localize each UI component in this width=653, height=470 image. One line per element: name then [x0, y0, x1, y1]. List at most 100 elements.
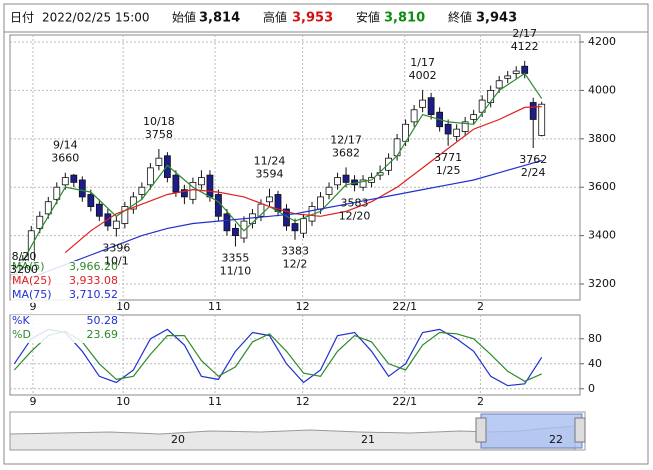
annotation-label: 3583 — [341, 196, 369, 209]
candle-body — [342, 174, 350, 183]
candle-body — [189, 181, 197, 200]
header-text: 安値 — [356, 10, 380, 25]
legend-box — [11, 261, 119, 303]
candle-body — [359, 179, 367, 188]
navigator-label: 21 — [361, 433, 375, 446]
x-tick-label: 10 — [116, 395, 130, 408]
legend-value: 3,933.08 — [69, 274, 118, 287]
x-tick-label: 22/1 — [392, 300, 417, 313]
header-text: 終値 — [448, 10, 472, 25]
navigator-selection[interactable] — [480, 413, 583, 449]
line — [13, 328, 543, 387]
header-text: 高値 — [263, 10, 287, 25]
candle-body — [512, 70, 520, 74]
x-tick-label: 11 — [208, 395, 222, 408]
candle-body — [291, 223, 299, 232]
annotation-label: 10/18 — [143, 115, 175, 128]
candle-body — [325, 186, 333, 195]
candle-body — [529, 102, 537, 120]
navigator-label: 20 — [171, 433, 185, 446]
candle-body — [223, 213, 231, 232]
legend-name: %D — [12, 328, 31, 341]
candle-body — [163, 155, 171, 178]
y-tick-label: 80 — [588, 332, 602, 345]
annotation-label: 1/17 — [410, 56, 435, 69]
candle-body — [112, 220, 120, 229]
line — [14, 159, 542, 285]
header-text: 2022/02/25 15:00 — [42, 11, 150, 25]
candle-body — [495, 80, 503, 89]
candle-body — [181, 189, 188, 198]
candle-body — [300, 218, 307, 234]
annotation-label: 10/1 — [104, 255, 129, 268]
annotation-label: 3762 — [519, 153, 547, 166]
navigator[interactable]: 20 21 22 — [9, 411, 586, 451]
y-tick-label: 0 — [588, 382, 595, 395]
header-value: 3,953 — [292, 11, 333, 26]
x-tick-label: 2 — [477, 395, 484, 408]
candle-body — [410, 109, 418, 123]
header-value: 3,814 — [199, 11, 240, 26]
candle-body — [470, 114, 478, 120]
line — [13, 72, 543, 278]
frame — [3, 3, 649, 465]
annotation-label: 9/14 — [53, 139, 78, 152]
candle-body — [198, 177, 205, 186]
annotation-label: 1/25 — [436, 164, 461, 177]
candle-body — [538, 103, 546, 136]
header-text: 始値 — [172, 10, 196, 25]
candle-body — [334, 177, 341, 186]
candle-body — [427, 97, 435, 116]
x-tick-label: 2 — [477, 300, 484, 313]
plot-frame — [9, 34, 581, 301]
y-tick-label: 3800 — [588, 132, 616, 145]
y-tick-label: 3400 — [588, 229, 616, 242]
candle-body — [61, 177, 69, 186]
y-tick-label: 4000 — [588, 83, 616, 96]
candle-body — [155, 157, 163, 166]
annotation-label: 12/17 — [330, 133, 362, 146]
legend-name: %K — [12, 314, 30, 327]
y-tick-label: 4200 — [588, 35, 616, 48]
navigator-handle[interactable] — [475, 417, 487, 443]
candle-body — [257, 203, 265, 217]
x-tick-label: 10 — [116, 300, 130, 313]
candle-body — [232, 227, 239, 237]
candle-body — [78, 179, 86, 198]
candle-body — [521, 65, 529, 74]
header-value: 3,943 — [476, 11, 517, 26]
candle-body — [444, 123, 452, 135]
line — [64, 106, 542, 254]
candle-body — [419, 99, 427, 108]
annotation-label: 3758 — [145, 128, 173, 141]
annotation-label: 4122 — [511, 40, 539, 53]
legend-name: MA(75) — [12, 288, 52, 301]
navigator-handle[interactable] — [574, 417, 586, 443]
legend-value: 3,710.52 — [69, 288, 118, 301]
annotation-label: 11/24 — [254, 155, 286, 168]
annotation-label: 8/20 — [12, 250, 37, 263]
legend-name: MA(5) — [12, 260, 45, 273]
candle-body — [121, 206, 129, 224]
candle-body — [146, 167, 154, 186]
x-tick-label: 11 — [208, 300, 222, 313]
candle-body — [44, 201, 52, 215]
annotation-label: 3682 — [332, 146, 360, 159]
legend-value: 3,966.20 — [69, 260, 118, 273]
annotation-label: 3396 — [102, 242, 130, 255]
candle-body — [36, 215, 44, 229]
annotation-label: 2/24 — [521, 166, 546, 179]
candle-body — [215, 194, 222, 217]
annotation-label: 3660 — [51, 152, 79, 165]
candle-body — [70, 174, 78, 183]
x-tick-label: 9 — [29, 300, 36, 313]
y-tick-label: 40 — [588, 357, 602, 370]
navigator-label: 22 — [549, 433, 563, 446]
candle-body — [317, 196, 324, 210]
candle-body — [461, 121, 469, 132]
x-tick-label: 12 — [296, 395, 310, 408]
legend-name: MA(25) — [12, 274, 52, 287]
x-tick-label: 9 — [29, 395, 36, 408]
legend-value: 50.28 — [87, 314, 119, 327]
